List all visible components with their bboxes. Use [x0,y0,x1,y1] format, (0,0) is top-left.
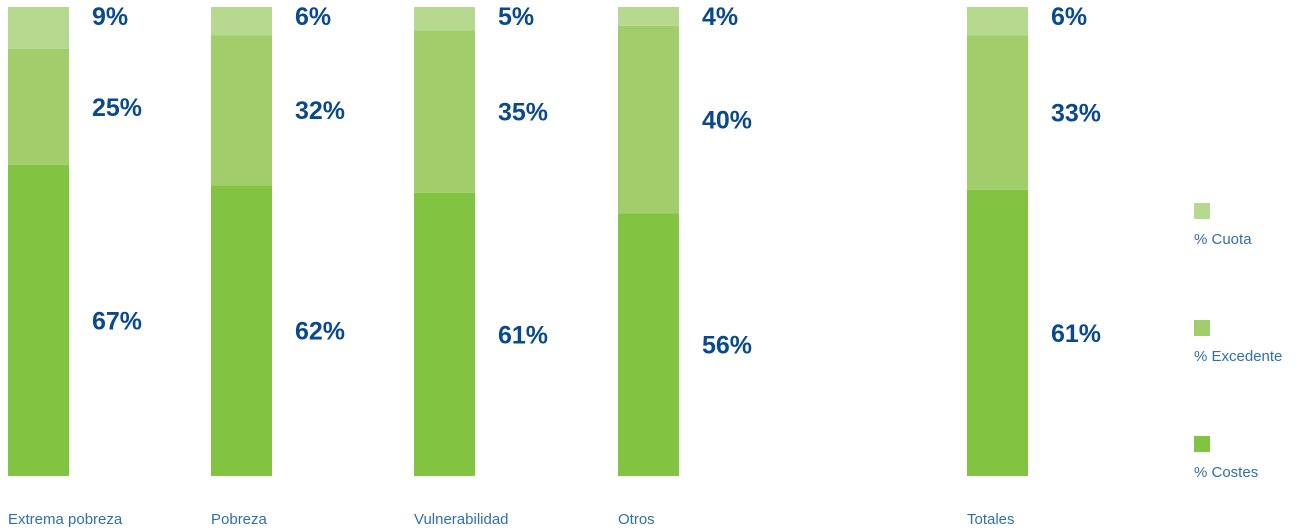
bar-otros-cuota [618,7,679,26]
category-label-vulnerabilidad: Vulnerabilidad [414,511,509,528]
legend-label-excedente: % Excedente [1194,348,1282,365]
data-label-pobreza-costes: 62% [295,318,345,346]
bars-group [8,7,1028,477]
bar-extrema-pobreza-excedente [8,48,69,165]
segment-labels-group: 67% 25% 9% 62% 32% 6% 61% 35% 5% 56% 40% 4% 61% 33% 6% [92,3,1101,360]
data-label-totales-excedente: 33% [1051,100,1101,128]
data-label-pobreza-excedente: 32% [295,97,345,125]
bar-vulnerabilidad-cuota [414,7,475,31]
data-label-pobreza-cuota: 6% [295,3,331,31]
legend-swatch-cuota [1194,203,1210,219]
data-label-vulnerabilidad-cuota: 5% [498,3,534,31]
category-label-otros: Otros [618,511,655,528]
category-labels-group: Extrema pobreza Pobreza Vulnerabilidad Otro… [8,511,1015,528]
category-label-pobreza: Pobreza [211,511,268,528]
bar-totales-excedente [967,35,1028,190]
data-label-totales-cuota: 6% [1051,3,1087,31]
bar-totales-costes [967,189,1028,476]
data-label-otros-cuota: 4% [702,3,738,31]
data-label-totales-costes: 61% [1051,320,1101,348]
category-label-extrema-pobreza: Extrema pobreza [8,511,123,528]
legend-label-costes: % Costes [1194,464,1258,481]
bar-vulnerabilidad-excedente [414,30,475,193]
legend-label-cuota: % Cuota [1194,231,1252,248]
bar-pobreza-excedente [211,35,272,186]
bar-extrema-pobreza-costes [8,164,69,476]
legend: % Cuota % Excedente % Costes [1194,203,1282,481]
legend-swatch-excedente [1194,320,1210,336]
bar-vulnerabilidad-costes [414,192,475,477]
data-label-extrema-pobreza-cuota: 9% [92,3,128,31]
data-label-extrema-pobreza-costes: 67% [92,307,142,335]
legend-swatch-costes [1194,436,1210,452]
data-label-extrema-pobreza-excedente: 25% [92,94,142,122]
category-label-totales: Totales [967,511,1015,528]
bar-totales-cuota [967,7,1028,36]
bar-otros-excedente [618,25,679,214]
data-label-otros-costes: 56% [702,332,752,360]
bar-otros-costes [618,213,679,477]
data-label-vulnerabilidad-excedente: 35% [498,98,548,126]
bar-pobreza-cuota [211,7,272,36]
data-label-otros-excedente: 40% [702,107,752,135]
bar-extrema-pobreza-cuota [8,7,69,49]
data-label-vulnerabilidad-costes: 61% [498,321,548,349]
bar-pobreza-costes [211,185,272,476]
